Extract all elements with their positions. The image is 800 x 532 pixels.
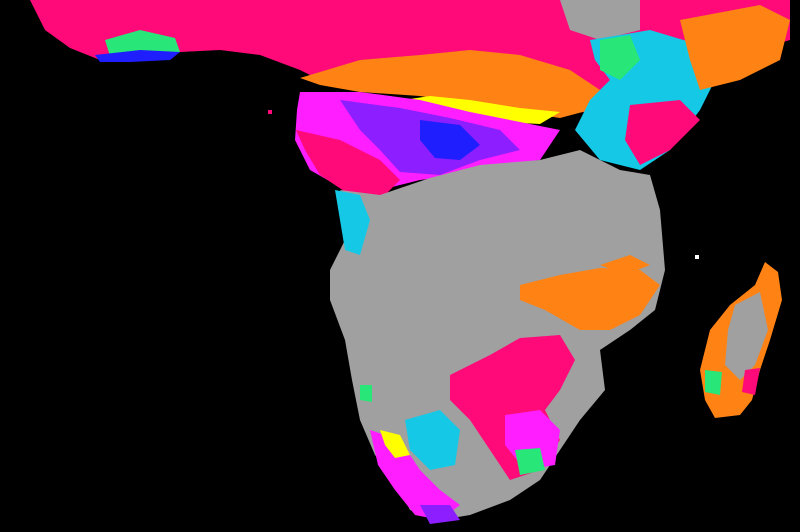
angola-coast-cyan: [335, 190, 370, 255]
madagascar-pink: [742, 368, 760, 395]
cape-yellow: [380, 430, 410, 458]
central-pink-coast: [296, 130, 400, 200]
east-africa-orange: [680, 5, 790, 90]
madagascar-gray: [725, 292, 768, 380]
central-blue: [420, 120, 480, 160]
island-speck: [268, 110, 272, 114]
zambezi-orange-small: [600, 255, 650, 275]
cape-green: [360, 385, 372, 402]
zambezi-orange: [520, 268, 660, 330]
west-africa-green-coast: [105, 30, 180, 58]
island-speck-2: [695, 255, 699, 259]
east-africa-pink: [625, 100, 700, 165]
sahel-orange-band: [300, 50, 600, 118]
south-green: [515, 448, 545, 475]
cape-violet: [420, 505, 460, 524]
cape-cyan: [405, 410, 460, 470]
west-africa-blue-coast: [95, 50, 180, 62]
north-gray-patch: [560, 0, 640, 40]
east-africa-green: [600, 35, 640, 80]
madagascar-green: [705, 370, 722, 395]
